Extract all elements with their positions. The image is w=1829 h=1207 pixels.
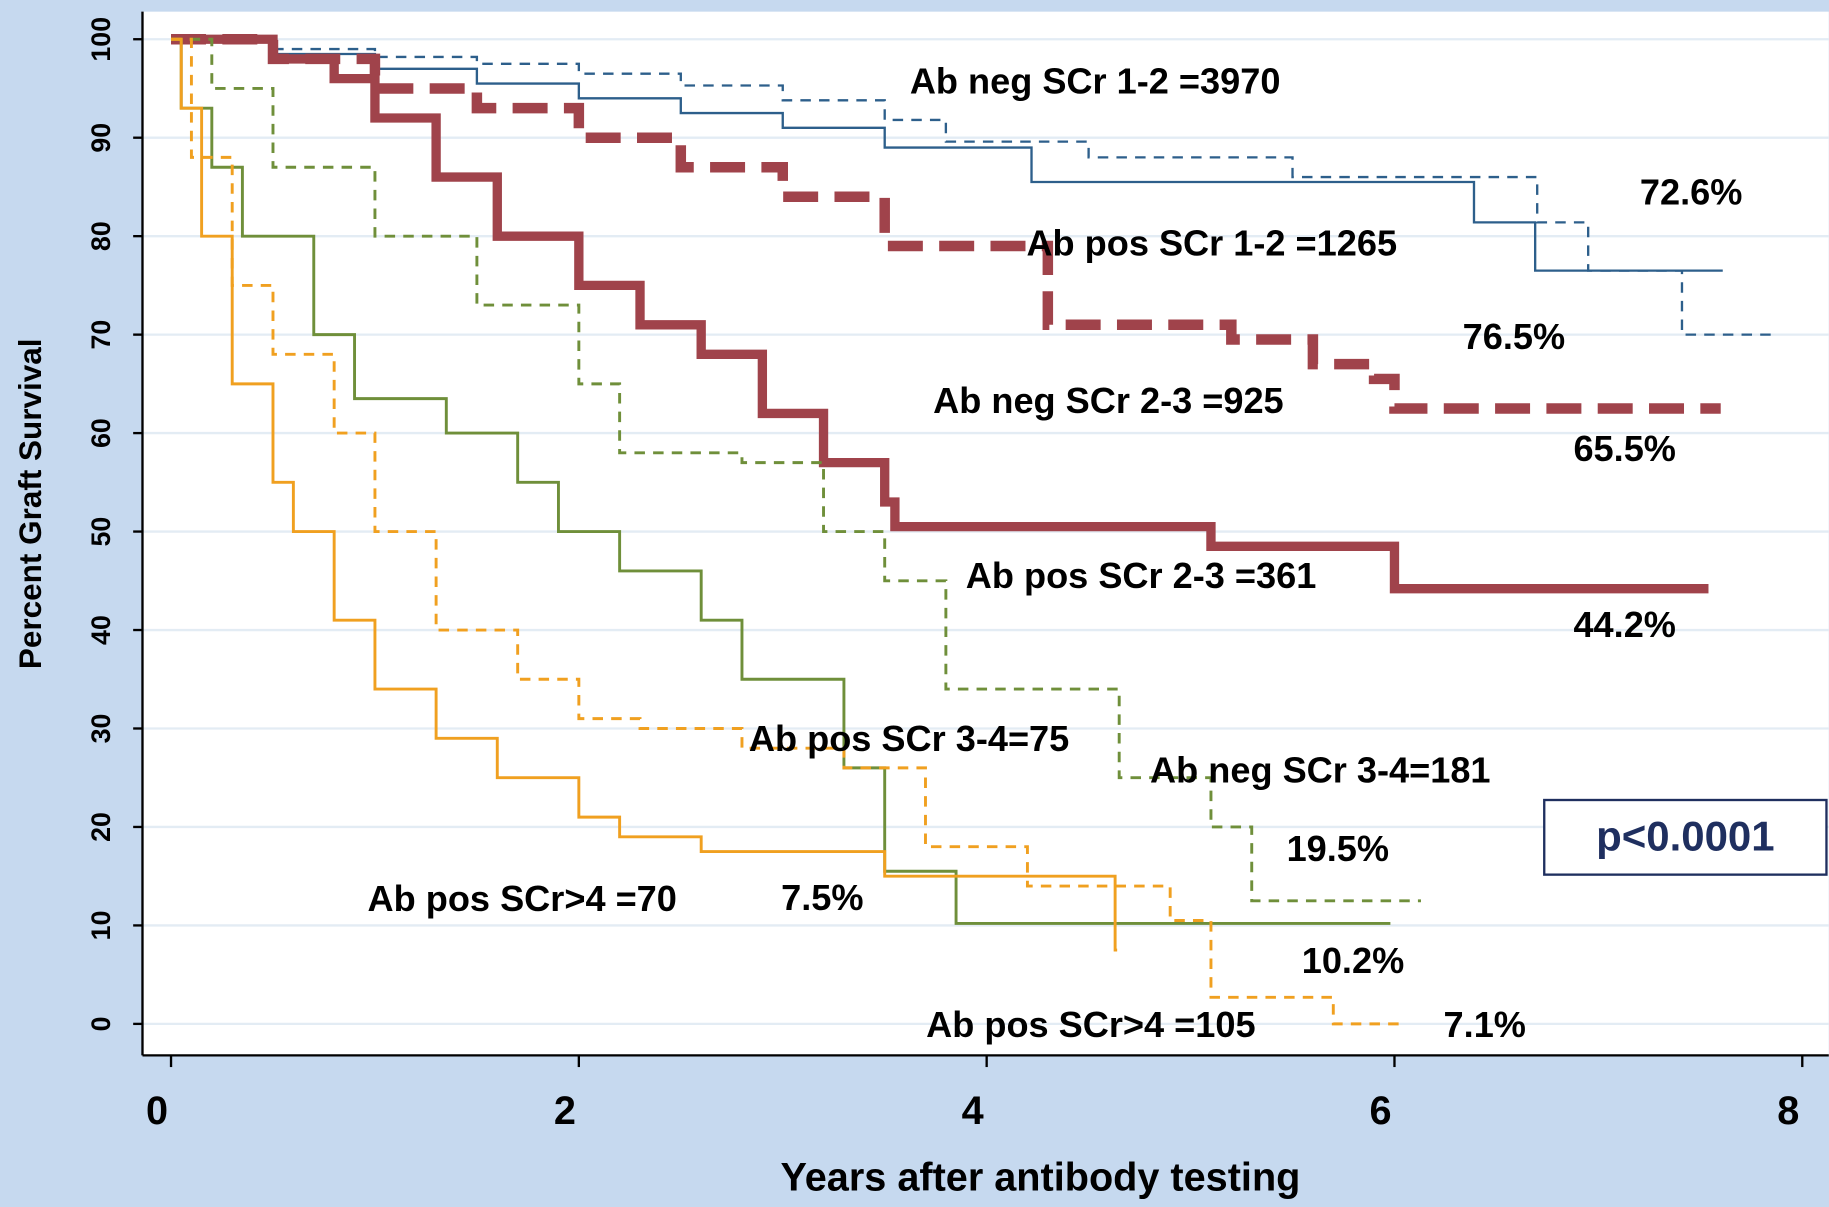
x-tick-label: 6 [1369,1089,1391,1133]
x-axis-title: Years after antibody testing [781,1156,1301,1200]
percent-label: 10.2% [1302,940,1404,981]
series-label: Ab pos SCr>4 =70 [368,878,677,919]
y-tick-label: 60 [86,418,116,448]
series [171,37,1421,903]
percent-label: 19.5% [1287,828,1389,869]
series-line [171,38,1776,336]
y-tick-label: 30 [86,714,116,744]
series-label: Ab pos SCr>4 =105 [926,1004,1255,1045]
p-value-box [1543,798,1828,876]
series-label: Ab neg SCr 2-3 =925 [933,380,1284,421]
y-tick-label: 70 [86,320,116,350]
y-tick-label: 80 [86,221,116,251]
y-tick-label: 50 [86,517,116,547]
y-tick-label: 100 [86,17,116,62]
y-tick-label: 90 [86,123,116,153]
percent-label: 65.5% [1573,428,1675,469]
y-tick-label: 40 [86,615,116,645]
series [171,37,1118,952]
x-tick-label: 2 [554,1089,576,1133]
x-tick-label: 4 [962,1089,984,1133]
series-label: Ab pos SCr 1-2 =1265 [1026,223,1397,264]
percent-label: 7.1% [1444,1004,1526,1045]
percent-label: 7.5% [781,877,863,918]
x-tick-label: 0 [146,1089,168,1133]
p-value: p<0.0001 [1596,813,1775,860]
x-tick-label: 8 [1777,1089,1799,1133]
y-axis-title: Percent Graft Survival [13,339,48,670]
y-tick-label: 0 [86,1016,116,1031]
series [171,33,1721,414]
series [171,34,1709,594]
percent-label: 44.2% [1573,604,1675,645]
y-tick-label: 20 [86,812,116,842]
series-label: Ab pos SCr 2-3 =361 [966,555,1317,596]
series-label: Ab pos SCr 3-4=75 [749,718,1069,759]
y-tick-label: 10 [86,911,116,941]
series-line [171,33,1721,414]
series-line [171,37,1407,1026]
series [171,37,1407,1026]
series [171,38,1776,336]
series-label: Ab neg SCr 3-4=181 [1150,750,1490,791]
plot-area [142,11,1829,1056]
series-label: Ab neg SCr 1-2 =3970 [910,61,1281,102]
series-line [171,34,1709,594]
percent-label: 72.6% [1640,171,1742,212]
series-line [171,37,1118,952]
percent-label: 76.5% [1463,316,1565,357]
series-line [171,37,1421,903]
